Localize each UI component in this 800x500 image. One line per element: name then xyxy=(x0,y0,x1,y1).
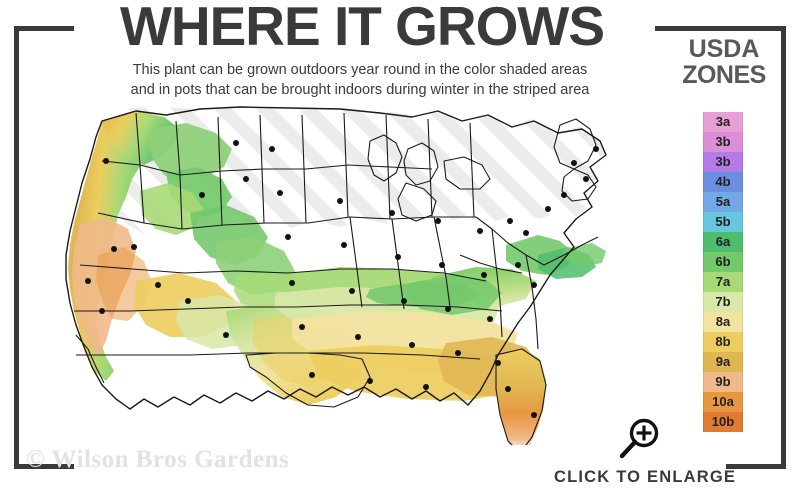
frame-corner-top-left-horizontal xyxy=(14,26,74,31)
subtitle-line-1: This plant can be grown outdoors year ro… xyxy=(132,62,588,78)
zone-swatch-3a-0: 3a xyxy=(703,112,743,132)
frame-corner-bottom-right-horizontal xyxy=(726,464,786,469)
frame-right-edge xyxy=(781,26,786,469)
click-to-enlarge-label[interactable]: CLICK TO ENLARGE xyxy=(554,468,737,486)
zone-swatch-10b-15: 10b xyxy=(703,412,743,432)
usda-zone-legend: 3a 3b 3b 4b 5a 5b 6a 6b 7a 7b 8a 8b 9a 9b 10a 10b xyxy=(703,112,743,432)
zone-swatch-6a-6: 6a xyxy=(703,232,743,252)
page-title: WHERE IT GROWS xyxy=(119,0,605,57)
magnifier-plus-icon[interactable] xyxy=(614,418,662,462)
zone-swatch-5b-5: 5b xyxy=(703,212,743,232)
zone-swatch-4b-3: 4b xyxy=(703,172,743,192)
usa-map-svg xyxy=(65,106,607,445)
zone-swatch-8a-10: 8a xyxy=(703,312,743,332)
page-subtitle: This plant can be grown outdoors year ro… xyxy=(40,60,680,100)
zone-swatch-3b-2: 3b xyxy=(703,152,743,172)
zone-swatch-7b-9: 7b xyxy=(703,292,743,312)
zone-swatch-7a-8: 7a xyxy=(703,272,743,292)
frame-corner-bottom-left-horizontal xyxy=(14,464,74,469)
watermark: © Wilson Bros Gardens xyxy=(26,446,290,473)
map-zone-colors xyxy=(68,111,606,445)
zone-swatch-9b-13: 9b xyxy=(703,372,743,392)
hardiness-zone-map[interactable] xyxy=(40,105,660,445)
zone-swatch-10a-14: 10a xyxy=(703,392,743,412)
map-city-dots xyxy=(85,140,599,418)
map-striped-region xyxy=(102,107,606,235)
frame-corner-top-right-horizontal xyxy=(655,26,786,31)
zone-swatch-5a-4: 5a xyxy=(703,192,743,212)
legend-title-line-2: ZONES xyxy=(682,61,766,89)
zone-swatch-9a-12: 9a xyxy=(703,352,743,372)
subtitle-line-2: and in pots that can be brought indoors … xyxy=(130,82,590,98)
legend-title-line-1: USDA xyxy=(688,35,760,63)
zone-swatch-6b-7: 6b xyxy=(703,252,743,272)
zone-swatch-8b-11: 8b xyxy=(703,332,743,352)
legend-title: USDA ZONES xyxy=(664,36,784,88)
map-state-borders xyxy=(65,106,607,445)
zone-swatch-3b-1: 3b xyxy=(703,132,743,152)
frame-left-edge xyxy=(14,26,19,469)
